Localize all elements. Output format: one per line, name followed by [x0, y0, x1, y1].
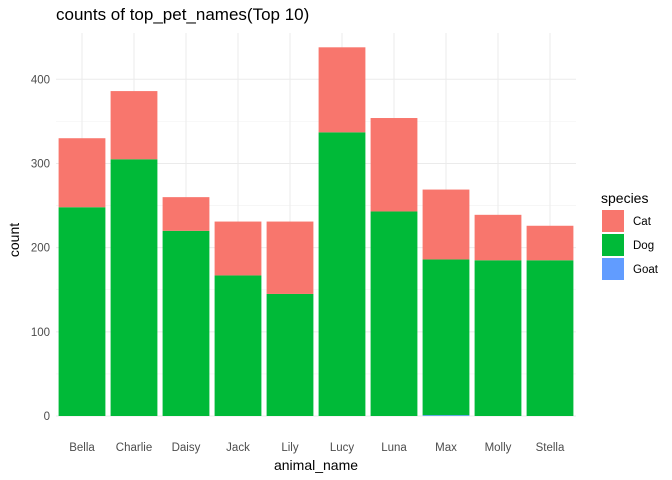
- x-tick-label: Lucy: [330, 442, 355, 454]
- x-axis-ticks: Bella Charlie Daisy Jack Lily Lucy Luna Max Moll…: [69, 442, 565, 454]
- bar-cat-luna: [370, 118, 418, 212]
- legend-key-goat: [602, 258, 624, 280]
- bar-cat-max: [422, 189, 470, 260]
- legend-items: Cat Dog Goat: [602, 210, 659, 280]
- y-axis-ticks: 0 100 200 300 400: [31, 74, 50, 423]
- x-tick-label: Bella: [69, 442, 95, 454]
- y-tick-label: 0: [44, 411, 50, 423]
- bar-cat-bella: [58, 138, 106, 208]
- x-tick-label: Charlie: [116, 442, 152, 454]
- bar-dog-lily: [266, 293, 314, 416]
- bars: [58, 47, 574, 417]
- legend-key-dog: [602, 234, 624, 256]
- x-tick-label: Max: [435, 442, 457, 454]
- bar-goat-max: [422, 415, 470, 416]
- legend-label-cat: Cat: [633, 216, 652, 228]
- bar-dog-bella: [58, 207, 106, 416]
- bar-cat-jack: [214, 221, 262, 276]
- x-tick-label: Stella: [536, 442, 565, 454]
- bar-dog-molly: [474, 260, 522, 416]
- x-tick-label: Jack: [226, 442, 250, 454]
- x-tick-label: Lily: [281, 442, 299, 454]
- legend-key-cat: [602, 210, 624, 232]
- bar-dog-stella: [526, 260, 574, 416]
- plot-panel: [56, 33, 576, 417]
- bar-dog-jack: [214, 275, 262, 416]
- x-tick-label: Daisy: [172, 442, 201, 454]
- bar-dog-charlie: [110, 159, 158, 416]
- x-axis-title: animal_name: [274, 457, 358, 473]
- bar-cat-molly: [474, 214, 522, 261]
- chart-title: counts of top_pet_names(Top 10): [56, 5, 309, 24]
- y-tick-label: 100: [31, 327, 50, 339]
- bar-dog-luna: [370, 211, 418, 416]
- bar-cat-stella: [526, 225, 574, 261]
- legend: species Cat Dog Goat: [601, 190, 659, 280]
- bar-cat-daisy: [162, 197, 210, 231]
- legend-label-dog: Dog: [633, 240, 654, 252]
- y-tick-label: 200: [31, 243, 50, 255]
- y-tick-label: 400: [31, 74, 50, 86]
- y-tick-label: 300: [31, 158, 50, 170]
- bar-cat-lucy: [318, 47, 366, 133]
- bar-cat-lily: [266, 221, 314, 294]
- x-tick-label: Luna: [381, 442, 407, 454]
- bar-cat-charlie: [110, 91, 158, 160]
- bar-dog-daisy: [162, 230, 210, 416]
- legend-label-goat: Goat: [633, 264, 659, 276]
- y-axis-title: count: [6, 223, 22, 257]
- x-tick-label: Molly: [485, 442, 512, 454]
- bar-dog-lucy: [318, 132, 366, 417]
- bar-dog-max: [422, 259, 470, 416]
- legend-title: species: [601, 190, 648, 206]
